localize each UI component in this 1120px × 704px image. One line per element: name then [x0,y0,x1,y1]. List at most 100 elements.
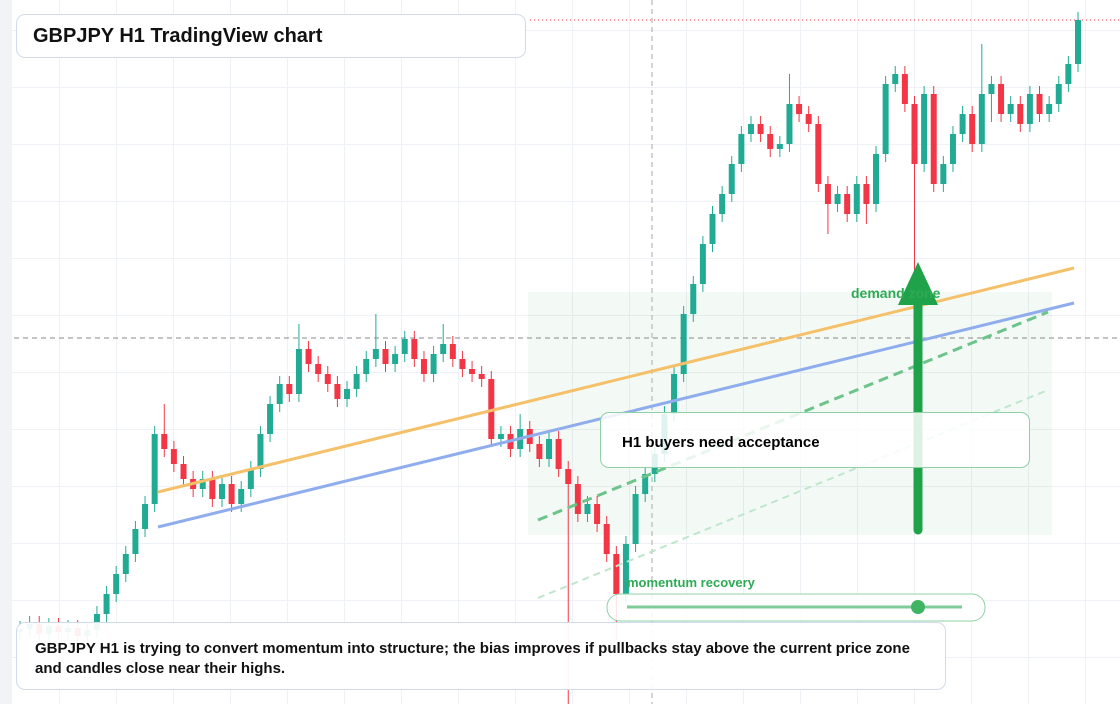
candle-body [209,479,216,499]
candle-body [218,484,225,499]
candle-body [372,349,379,359]
candle-body [497,434,504,439]
candle-body [1055,84,1062,104]
candle-body [305,349,312,364]
candle-body [334,384,341,399]
candle-body [122,554,129,574]
candle-body [882,84,889,154]
candle-body [401,339,408,354]
candle-body [988,84,995,94]
candle-body [930,94,937,184]
candle-body [892,74,899,84]
candle-body [642,474,649,494]
candle-body [1007,104,1014,114]
candle-body [411,339,418,359]
candle-body [940,164,947,184]
candle-body [815,124,822,184]
candle-body [584,504,591,514]
candle-body [805,114,812,124]
candle-body [546,439,552,459]
candle-body [1026,94,1033,124]
candle-body [228,484,235,504]
candle-body [430,354,437,374]
caption-box: GBPJPY H1 is trying to convert momentum … [16,622,946,690]
annotation: momentum recovery [627,575,755,590]
candle-body [113,574,120,594]
candle-body [469,369,476,374]
arrow-head [898,262,938,305]
candle-body [690,284,697,314]
candle-body [728,164,735,194]
candle-body [834,194,841,204]
candle-body [1075,20,1081,64]
candle-body [738,134,745,164]
title: GBPJPY H1 TradingView chart [33,25,323,47]
candle-body [382,349,389,364]
candle-body [796,104,803,114]
candle-body [911,104,918,164]
candle-body [747,124,754,134]
candle-body [603,524,610,554]
candle-body [132,529,139,554]
candle-body [536,444,543,459]
side-bar [0,0,12,704]
candle-body [257,434,264,469]
candle-body [392,354,399,364]
candle-body [699,244,706,284]
candle-body [978,94,985,144]
candle-body [103,594,110,614]
slider-knob [911,600,925,614]
candle-body [873,154,880,204]
candle-body [757,124,764,134]
annotation: demand zone [851,285,941,301]
candle-body [238,489,245,504]
annotation-box: H1 buyers need acceptance [600,412,1030,468]
candle-body [286,384,293,394]
candle-body [998,84,1005,114]
candle-body [574,484,581,514]
candle-body [440,344,447,354]
candle-body [853,184,860,214]
candle-body [632,494,639,544]
title-box: GBPJPY H1 TradingView chart [16,14,526,58]
candle-body [565,469,572,484]
candle-body [786,104,793,144]
candle-body [767,134,774,149]
candle-body [151,434,158,504]
candle-body [1065,64,1072,84]
candle-body [613,554,620,594]
candle-body [901,74,908,104]
candle-body [622,544,629,594]
candle-body [1017,104,1024,124]
candle-body [949,134,956,164]
candle-body [267,404,274,434]
candle-body [844,194,851,214]
candle-body [324,374,331,384]
candle-body [420,359,427,374]
candle-body [315,364,322,374]
candle-body [363,359,370,374]
candle-body [709,214,716,244]
candle-body [863,184,870,204]
candle-body [295,349,302,394]
caption: GBPJPY H1 is trying to convert momentum … [35,640,910,677]
candle-body [594,504,601,524]
candle-body [719,194,726,214]
annotation: H1 buyers need acceptance [622,434,820,451]
candle-body [161,434,168,449]
candle-body [776,144,783,149]
candle-body [1036,94,1043,114]
candle-body [478,374,485,379]
candle-body [276,384,283,404]
candle-body [555,439,562,469]
candle-body [1046,104,1053,114]
candle-body [671,374,678,414]
candle-body [170,449,177,464]
candle-body [449,344,456,359]
candle-body [353,374,360,389]
candle-body [959,114,966,134]
candle-body [921,94,928,164]
candle-body [247,469,254,489]
